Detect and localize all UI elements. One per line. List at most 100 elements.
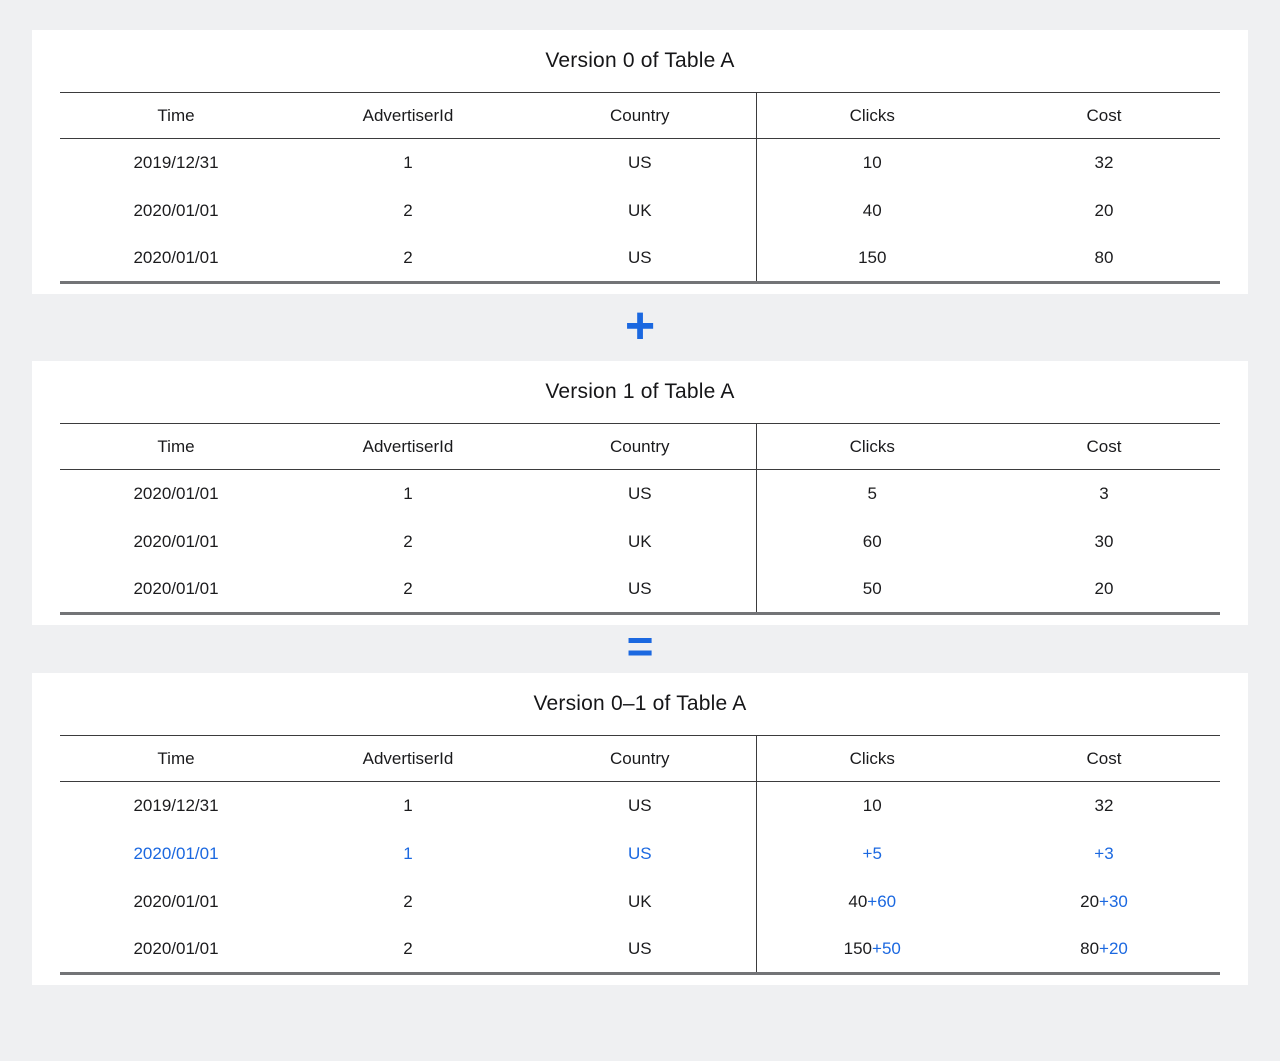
table-cell: 2020/01/01 — [60, 926, 292, 974]
header-row: Time AdvertiserId Country Clicks Cost — [60, 735, 1220, 782]
cell-value: US — [627, 247, 652, 267]
cell-value: 60 — [862, 531, 882, 551]
table-cell: +5 — [755, 829, 988, 878]
table-body: 2020/01/01 1 US 5 3 2020/01/01 2 UK 60 30 2020/01/… — [60, 469, 1220, 614]
table-cell: 80+20 — [988, 926, 1220, 974]
column-header-clicks: Clicks — [755, 423, 988, 470]
cell-value: 2 — [403, 247, 413, 267]
table-cell: 80 — [988, 235, 1220, 283]
cell-value: 40 — [862, 200, 882, 220]
table-header: Time AdvertiserId Country Clicks Cost — [60, 423, 1220, 470]
cell-value: US — [627, 795, 652, 815]
cell-value: US — [627, 938, 652, 958]
cell-value: 30 — [1094, 531, 1114, 551]
cell-value: 2 — [403, 531, 413, 551]
diff-value: 1 — [403, 843, 413, 863]
column-header-advertiserid: AdvertiserId — [362, 105, 454, 125]
column-header-cost: Cost — [1086, 436, 1122, 456]
column-header-cost: Cost — [1086, 748, 1122, 768]
table-card-version-0-1-diff: Version 0–1 of Table A Time AdvertiserId C… — [32, 673, 1248, 985]
cell-value: US — [627, 483, 652, 503]
cell-value: 32 — [1094, 152, 1114, 172]
cell-value: 1 — [403, 483, 413, 503]
table-cell: +3 — [988, 830, 1220, 878]
column-header-time: Time — [157, 748, 195, 768]
table-title-version-1: Version 1 of Table A — [545, 380, 735, 403]
data-table-version-0-1-diff: Time AdvertiserId Country Clicks Cost 2019/1… — [60, 735, 1220, 975]
table-cell: 20+30 — [988, 878, 1220, 926]
table-cell: 1 — [292, 470, 524, 518]
table-cell: US — [524, 566, 756, 614]
cell-value: US — [627, 578, 652, 598]
column-header-cost: Cost — [1086, 105, 1122, 125]
table-cell: UK — [524, 518, 756, 566]
column-header-time: Time — [157, 105, 195, 125]
cell-value: 32 — [1094, 795, 1114, 815]
cell-value: 20 — [1094, 200, 1114, 220]
cell-value: 2020/01/01 — [133, 891, 219, 911]
table-cell: 10 — [755, 781, 988, 830]
table-cell: 50 — [755, 565, 988, 614]
table-cell: 150+50 — [755, 925, 988, 974]
table-cell: 20 — [988, 187, 1220, 235]
column-header-clicks: Clicks — [755, 735, 988, 782]
table-row: 2020/01/01 2 US 150+50 80+20 — [60, 925, 1220, 974]
table-cell: 2020/01/01 — [60, 878, 292, 926]
cell-value: 2020/01/01 — [133, 938, 219, 958]
table-row: 2019/12/31 1 US 10 32 — [60, 138, 1220, 187]
diff-value: +60 — [867, 891, 897, 911]
diff-value: 2020/01/01 — [133, 843, 219, 863]
column-header-country: Country — [609, 105, 670, 125]
table-cell: US — [524, 830, 756, 878]
cell-value: 2 — [403, 200, 413, 220]
table-cell: US — [524, 782, 756, 830]
table-cell: 2020/01/01 — [60, 187, 292, 235]
table-body: 2019/12/31 1 US 10 32 2020/01/01 1 US +5 +3 2020/0… — [60, 781, 1220, 974]
diff-value: +20 — [1099, 938, 1128, 958]
cell-value: 2020/01/01 — [133, 483, 219, 503]
cell-value: 20 — [1080, 891, 1100, 911]
cell-value: 1 — [403, 795, 413, 815]
table-cell: 1 — [292, 139, 524, 187]
diff-value: US — [627, 843, 652, 863]
table-cell: 2019/12/31 — [60, 139, 292, 187]
cell-value: UK — [627, 200, 652, 220]
table-cell: 1 — [292, 830, 524, 878]
diff-value: +30 — [1099, 891, 1128, 911]
cell-value: 2 — [403, 938, 413, 958]
cell-value: UK — [627, 891, 652, 911]
table-cell: 1 — [292, 782, 524, 830]
header-row: Time AdvertiserId Country Clicks Cost — [60, 92, 1220, 139]
plus-operator-band: + — [0, 294, 1280, 361]
column-header-country: Country — [609, 436, 670, 456]
table-body: 2019/12/31 1 US 10 32 2020/01/01 2 UK 40 20 2020/0… — [60, 138, 1220, 283]
table-cell: 150 — [755, 234, 988, 283]
table-cell: 2 — [292, 566, 524, 614]
table-cell: 2 — [292, 926, 524, 974]
diagram-page: Version 0 of Table A Time AdvertiserId Cou… — [0, 30, 1280, 985]
column-header-country: Country — [609, 748, 670, 768]
table-cell: UK — [524, 878, 756, 926]
cell-value: 2020/01/01 — [133, 531, 219, 551]
table-cell: US — [524, 139, 756, 187]
table-title-version-0-1: Version 0–1 of Table A — [533, 692, 747, 715]
table-row: 2019/12/31 1 US 10 32 — [60, 781, 1220, 830]
cell-value: 50 — [862, 578, 882, 598]
cell-value: 10 — [862, 152, 882, 172]
plus-icon: + — [624, 296, 656, 355]
table-cell: 5 — [755, 469, 988, 518]
table-cell: 2 — [292, 235, 524, 283]
header-row: Time AdvertiserId Country Clicks Cost — [60, 423, 1220, 470]
table-cell: US — [524, 235, 756, 283]
cell-value: 2020/01/01 — [133, 247, 219, 267]
diff-value: +3 — [1094, 843, 1114, 863]
table-card-version-1: Version 1 of Table A Time AdvertiserId Cou… — [32, 361, 1248, 625]
table-cell: 2 — [292, 518, 524, 566]
cell-value: 150 — [858, 247, 887, 267]
cell-value: 5 — [867, 483, 877, 503]
cell-value: 20 — [1094, 578, 1114, 598]
cell-value: 10 — [862, 795, 882, 815]
column-header-advertiserid: AdvertiserId — [362, 748, 454, 768]
cell-value: 2020/01/01 — [133, 578, 219, 598]
cell-value: 2 — [403, 891, 413, 911]
